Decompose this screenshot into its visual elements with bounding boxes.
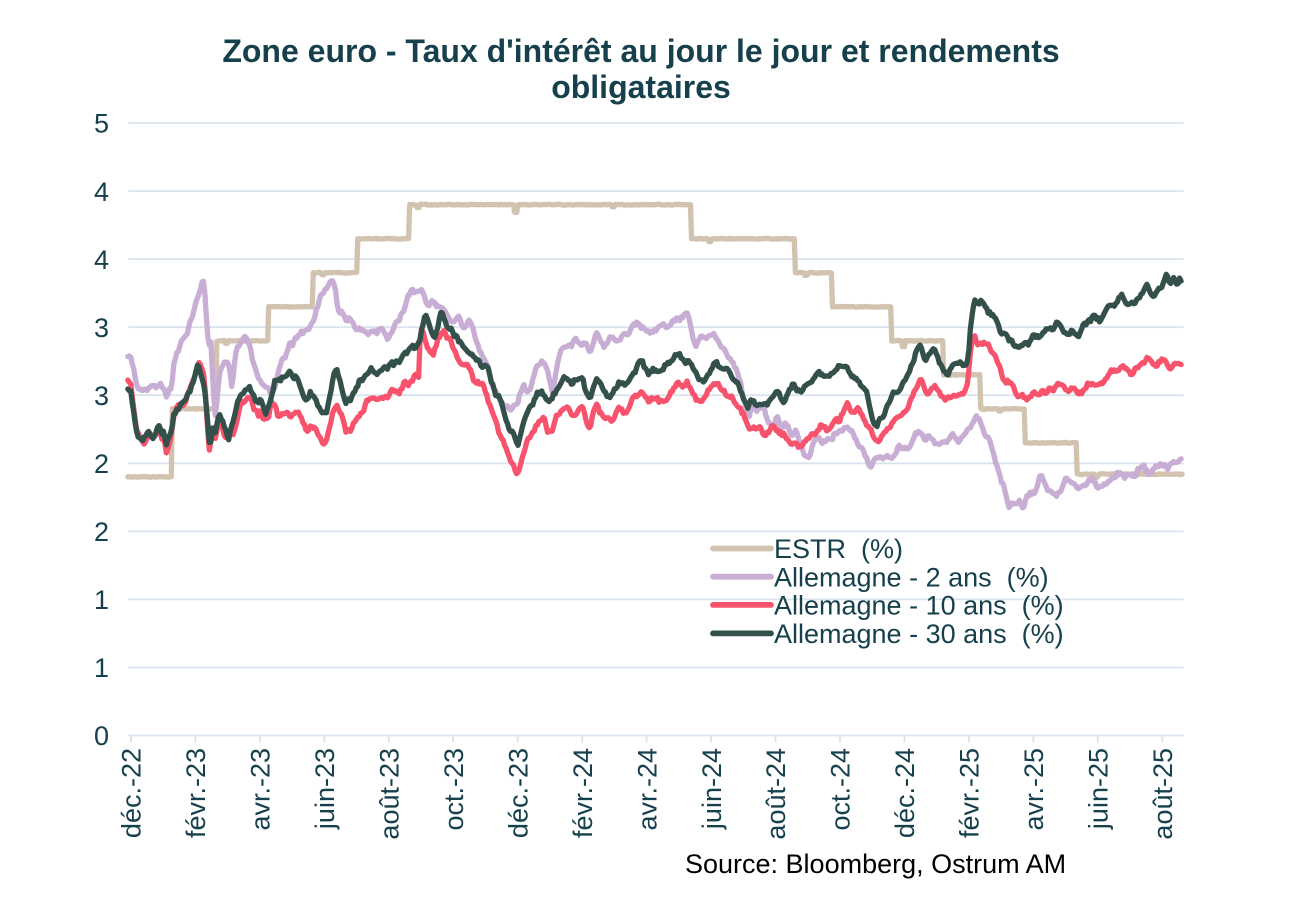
svg-text:3: 3	[94, 313, 109, 343]
svg-text:Allemagne - 30 ans (%): Allemagne - 30 ans (%)	[774, 619, 1064, 649]
svg-text:août-23: août-23	[375, 748, 405, 840]
svg-text:4: 4	[94, 245, 109, 275]
svg-text:1: 1	[94, 653, 109, 683]
svg-text:Allemagne - 10 ans (%): Allemagne - 10 ans (%)	[774, 591, 1064, 621]
svg-text:avr.-23: avr.-23	[246, 748, 276, 831]
svg-text:déc.-22: déc.-22	[117, 748, 147, 838]
svg-text:2: 2	[94, 449, 109, 479]
svg-text:Allemagne - 2 ans (%): Allemagne - 2 ans (%)	[774, 562, 1049, 592]
svg-text:août-24: août-24	[761, 748, 791, 840]
svg-text:juin-23: juin-23	[310, 748, 340, 830]
svg-text:déc.-23: déc.-23	[503, 748, 533, 838]
svg-text:Zone euro - Taux d'intérêt au: Zone euro - Taux d'intérêt au jour le jo…	[222, 33, 1059, 69]
svg-text:5: 5	[94, 109, 109, 139]
svg-text:oct.-24: oct.-24	[826, 748, 856, 831]
svg-text:2: 2	[94, 517, 109, 547]
svg-text:avr.-25: avr.-25	[1019, 748, 1049, 831]
svg-text:août-25: août-25	[1148, 748, 1178, 840]
svg-text:déc.-24: déc.-24	[890, 748, 920, 838]
svg-text:1: 1	[94, 585, 109, 615]
svg-text:févr.-24: févr.-24	[568, 748, 598, 838]
svg-text:avr.-24: avr.-24	[632, 748, 662, 831]
svg-text:oct.-23: oct.-23	[439, 748, 469, 831]
svg-text:févr.-25: févr.-25	[955, 748, 985, 838]
svg-text:ESTR (%): ESTR (%)	[774, 534, 903, 564]
svg-text:juin-24: juin-24	[697, 748, 727, 830]
svg-text:Source: Bloomberg, Ostrum AM: Source: Bloomberg, Ostrum AM	[685, 849, 1066, 879]
svg-text:3: 3	[94, 381, 109, 411]
svg-text:juin-25: juin-25	[1084, 748, 1114, 830]
svg-text:obligataires: obligataires	[551, 69, 731, 105]
svg-text:4: 4	[94, 177, 109, 207]
svg-text:févr.-23: févr.-23	[181, 748, 211, 838]
svg-text:0: 0	[94, 721, 109, 751]
